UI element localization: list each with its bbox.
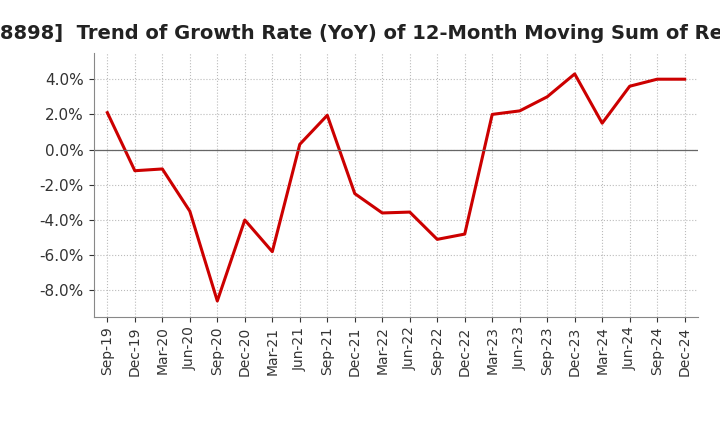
Title: [8898]  Trend of Growth Rate (YoY) of 12-Month Moving Sum of Revenues: [8898] Trend of Growth Rate (YoY) of 12-… (0, 24, 720, 43)
